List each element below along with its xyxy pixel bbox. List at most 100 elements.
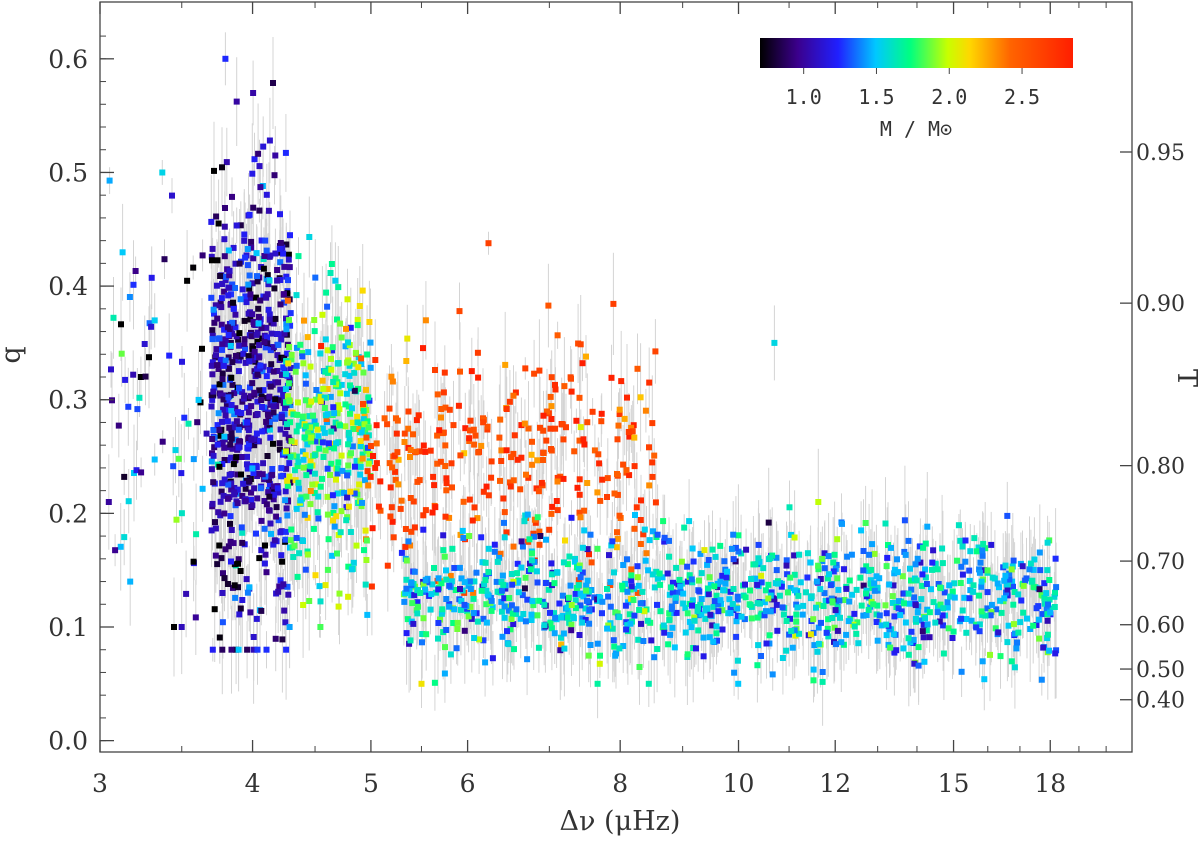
data-point [283,505,290,512]
data-point [702,615,709,622]
data-point [628,572,635,579]
data-point [1053,584,1060,591]
data-point [274,277,281,284]
data-point [403,358,410,364]
data-point [282,430,289,437]
data-point [698,570,705,577]
data-point [694,607,701,614]
data-point [462,425,469,432]
data-point [553,498,560,504]
data-point [572,605,579,612]
data-point [846,598,853,605]
data-point [226,272,233,279]
data-point [212,302,219,309]
data-point [560,475,567,482]
data-point [894,569,901,576]
data-point [511,646,517,653]
data-point [226,267,233,274]
data-point [264,291,271,298]
data-point [307,501,314,508]
data-point [323,289,330,296]
data-point [587,642,594,648]
data-point [216,542,223,549]
data-point [413,607,420,614]
data-point [420,512,427,519]
data-point [510,621,517,628]
data-point [457,586,463,592]
data-point [331,523,338,530]
data-point [214,362,221,369]
data-point [366,451,373,458]
data-point [315,515,322,522]
data-point [328,355,334,362]
data-point [389,518,396,525]
data-point [763,640,770,647]
data-point [538,479,545,486]
data-point [719,626,726,633]
data-point [248,436,255,443]
data-point [1024,615,1030,622]
data-point [697,550,704,557]
data-point [435,575,442,582]
data-point [752,575,759,582]
data-point [214,561,221,568]
data-point [253,464,260,470]
data-point [231,485,238,491]
data-point [804,550,811,557]
data-point [244,589,251,596]
data-point [208,253,215,260]
data-point [208,218,215,225]
data-point [232,260,239,267]
data-point [354,413,361,420]
data-point [536,367,543,374]
data-point [1010,583,1016,590]
data-point [824,575,831,582]
data-point [266,311,273,318]
data-point [266,137,273,144]
data-point [251,442,258,449]
data-point [373,440,380,447]
data-point [251,348,258,355]
data-point [568,514,575,521]
data-point [262,551,269,558]
data-point [735,532,742,539]
data-point [342,401,349,408]
data-point [364,444,371,451]
data-point [280,391,287,398]
data-point [804,574,811,581]
data-point [225,354,232,361]
data-point [329,347,336,354]
data-point [330,517,336,524]
data-point [878,622,885,629]
data-point [582,617,589,623]
data-point [995,629,1002,636]
data-point [443,567,449,574]
data-point [287,537,294,544]
data-point [478,442,485,449]
data-point [344,359,351,366]
data-point [902,619,909,626]
data-point [365,394,372,401]
data-point [534,457,541,464]
data-point [335,284,342,291]
data-point [358,355,365,362]
data-point [335,459,342,466]
data-point [599,476,606,483]
data-point [432,367,438,373]
data-point [231,561,238,568]
data-point [488,474,495,481]
data-point [446,406,453,413]
data-point [700,634,707,641]
data-point [939,612,946,619]
data-point [338,334,345,341]
data-point [242,254,249,261]
data-point [402,590,409,597]
data-point [843,631,850,638]
data-point [561,645,568,652]
data-point [641,526,648,533]
data-point [610,300,617,307]
data-point [543,437,550,444]
data-point [564,604,571,611]
data-point [754,662,761,669]
data-point [437,458,444,465]
